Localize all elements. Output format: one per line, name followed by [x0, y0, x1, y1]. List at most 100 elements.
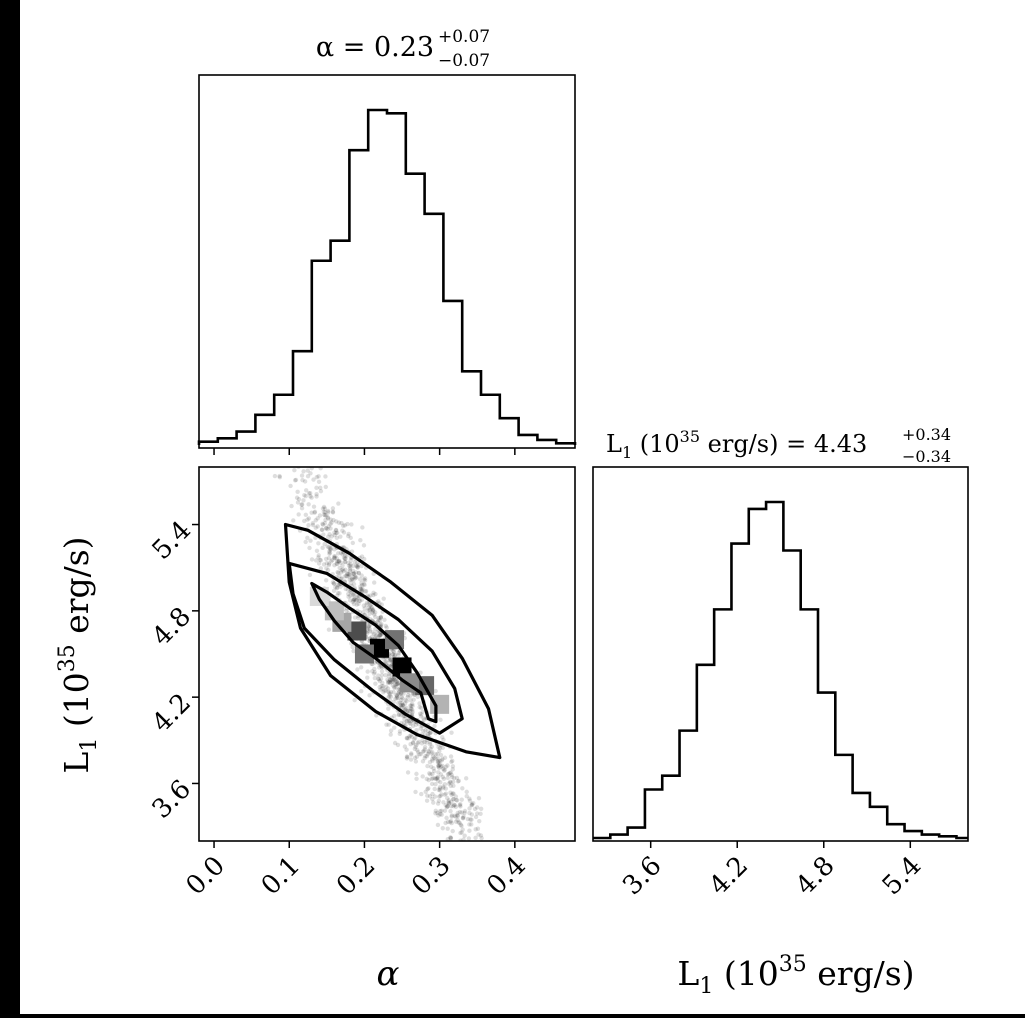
sample-point	[366, 623, 372, 629]
sample-point	[290, 432, 294, 436]
sample-point	[379, 683, 384, 689]
sample-point	[377, 633, 382, 638]
sample-point	[314, 548, 320, 553]
x-axis-label-l1-rest: (10	[713, 954, 778, 993]
sample-point	[369, 604, 374, 610]
sample-point	[475, 826, 481, 831]
sample-point	[302, 518, 307, 524]
sample-point	[467, 798, 473, 803]
sample-point	[518, 932, 522, 936]
sample-point	[376, 677, 382, 682]
sample-point	[435, 751, 440, 757]
sample-point	[464, 793, 469, 799]
sample-point	[404, 719, 410, 724]
sample-point	[499, 849, 503, 853]
sample-point	[454, 798, 460, 803]
sample-point	[421, 748, 427, 754]
sample-point	[394, 694, 400, 699]
sample-point	[351, 598, 356, 603]
sample-point	[369, 634, 375, 640]
sample-point	[378, 622, 383, 627]
sample-point	[350, 599, 356, 605]
sample-point	[435, 801, 441, 806]
sample-point	[416, 739, 421, 745]
sample-point	[408, 757, 414, 762]
sample-point	[366, 605, 371, 610]
sample-point	[320, 506, 326, 511]
sample-point	[384, 722, 389, 727]
sample-point	[362, 556, 367, 562]
sample-point	[342, 553, 348, 558]
sample-point	[397, 712, 402, 717]
sample-point	[425, 793, 430, 798]
sample-point	[398, 703, 404, 708]
sample-point	[267, 376, 271, 380]
sample-point	[441, 776, 447, 781]
sample-point	[414, 727, 419, 733]
x-axis-label-l1-end: erg/s)	[807, 954, 915, 993]
sample-point	[245, 398, 249, 402]
sample-point	[407, 708, 413, 714]
sample-point	[345, 560, 351, 566]
sample-point	[460, 827, 465, 832]
sample-point	[320, 527, 325, 533]
sample-point	[309, 510, 314, 515]
sample-point	[358, 584, 363, 589]
sample-point	[436, 770, 441, 775]
sample-point	[433, 688, 438, 694]
sample-point	[346, 531, 351, 537]
sample-point	[412, 735, 418, 740]
sample-point	[435, 810, 440, 816]
sample-point	[393, 696, 398, 702]
sample-point	[308, 538, 313, 543]
sample-point	[468, 877, 472, 881]
sample-point	[512, 939, 516, 943]
sample-point	[497, 934, 501, 938]
sample-point	[330, 506, 336, 511]
sample-point	[427, 760, 433, 765]
sample-point	[356, 570, 362, 576]
sample-point	[432, 723, 437, 729]
sample-point	[505, 931, 509, 935]
sample-point	[449, 774, 455, 780]
sample-point	[418, 752, 423, 757]
sample-point	[402, 717, 407, 722]
sample-point	[393, 678, 399, 683]
sample-point	[383, 659, 388, 664]
joint-frame	[198, 466, 576, 842]
l1-hist-xtick-label: 5.4	[877, 851, 927, 901]
sample-point	[408, 706, 413, 711]
sample-point	[438, 764, 444, 769]
sample-point	[387, 694, 392, 699]
sample-point	[392, 684, 397, 689]
sample-point	[414, 776, 419, 782]
sample-point	[317, 557, 323, 563]
sample-point	[270, 439, 274, 443]
sample-point	[376, 618, 381, 623]
sample-point	[463, 776, 469, 781]
sample-point	[434, 776, 440, 781]
sample-point	[467, 878, 471, 882]
sample-point	[399, 704, 404, 709]
sample-point	[389, 679, 394, 685]
sample-point	[402, 707, 407, 712]
sample-point	[386, 722, 391, 727]
sample-point	[408, 733, 413, 738]
sample-point	[422, 747, 428, 752]
sample-point	[307, 572, 313, 578]
sample-point	[457, 809, 463, 815]
sample-point	[433, 811, 438, 816]
sample-point	[458, 853, 462, 857]
sample-point	[354, 575, 359, 580]
sample-point	[329, 520, 334, 525]
sample-point	[386, 690, 392, 696]
sample-point	[392, 653, 398, 658]
sample-point	[411, 691, 416, 696]
sample-point	[309, 495, 314, 500]
sample-point	[385, 680, 391, 686]
sample-point	[306, 516, 312, 521]
sample-point	[485, 863, 489, 867]
sample-point	[532, 999, 536, 1003]
sample-point	[430, 791, 435, 797]
sample-point	[399, 694, 404, 700]
